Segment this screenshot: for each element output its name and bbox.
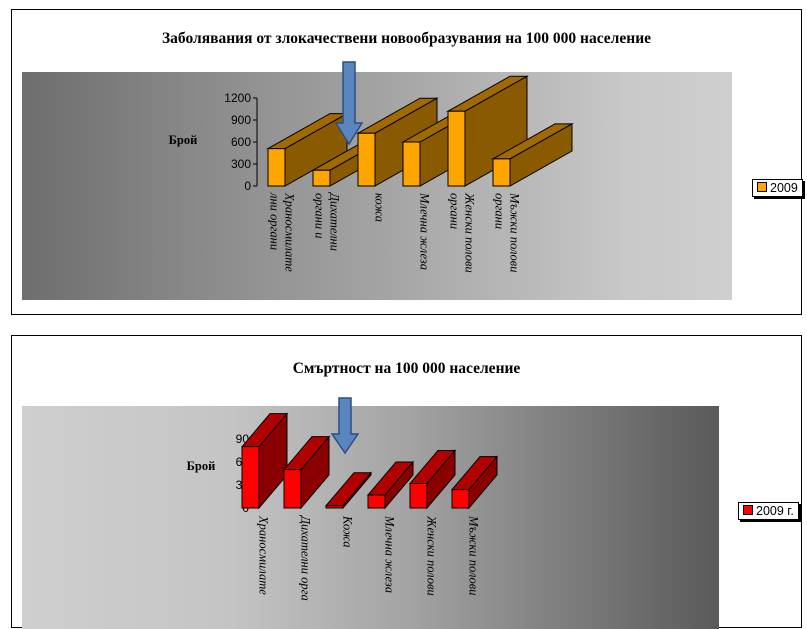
x-tick-label: Млечна жлеза	[383, 515, 397, 593]
bar	[450, 455, 499, 510]
incidence-chart-panel: Заболявания от злокачествени новообразув…	[11, 9, 803, 315]
bar	[282, 435, 331, 510]
x-tick-label: Дихателни	[328, 192, 342, 251]
x-tick-label: Женски полови	[425, 515, 439, 596]
legend-swatch	[757, 182, 767, 192]
down-arrow-icon	[330, 397, 360, 455]
legend-swatch	[743, 505, 753, 515]
x-tick-label: Женски полови	[463, 192, 477, 273]
legend-label: 2009	[770, 181, 798, 195]
x-tick-label: Мъжки полови	[467, 515, 481, 595]
x-tick-label: органи	[493, 193, 507, 229]
x-tick-label: Дихателни орга	[299, 515, 313, 601]
legend: 2009	[752, 179, 803, 197]
x-tick-label: Мъжки полови	[508, 192, 522, 272]
bar-front	[312, 169, 331, 187]
x-tick-label: кожа	[373, 193, 387, 222]
x-tick-label: Кожа	[341, 515, 355, 547]
x-tick-label: Храносмилате	[283, 192, 297, 272]
plot-area	[22, 406, 719, 629]
mortality-chart-panel: Смъртност на 100 000 население 0306090Бр…	[11, 335, 802, 629]
bar	[366, 460, 415, 510]
chart-title: Смъртност на 100 000 население	[292, 360, 521, 377]
y-tick-label: 600	[231, 135, 251, 149]
y-tick-label: 0	[244, 179, 251, 193]
x-tick-label: Млечна жлеза	[418, 192, 432, 270]
bar-front	[447, 110, 466, 187]
x-tick-label: Храносмилате	[257, 515, 271, 595]
bar-front	[492, 158, 511, 187]
bar-front	[409, 482, 428, 509]
y-axis-label: Брой	[169, 133, 198, 147]
down-arrow-icon	[334, 61, 364, 146]
y-tick-label: 900	[231, 113, 251, 127]
bar	[324, 471, 373, 510]
bar	[240, 412, 289, 510]
bar	[408, 449, 457, 510]
x-tick-label: органи и	[313, 193, 327, 238]
x-tick-label: органи	[448, 193, 462, 229]
bar	[266, 112, 349, 187]
y-tick-label: 300	[231, 157, 251, 171]
mortality-bar-chart: 0306090БройХраносмилатеДихателни оргаКож…	[187, 397, 499, 601]
legend-label: 2009 г.	[756, 504, 794, 518]
chart-title: Заболявания от злокачествени новообразув…	[162, 30, 651, 47]
bar-front	[325, 505, 344, 509]
bar-front	[367, 494, 386, 509]
x-tick-label: лни органи	[268, 192, 282, 250]
bar-front	[402, 141, 421, 187]
y-tick-label: 1200	[224, 91, 251, 105]
bar-front	[267, 148, 286, 187]
bar	[491, 123, 574, 187]
plot-area	[22, 72, 732, 300]
bar-front	[451, 489, 470, 509]
bar-front	[357, 132, 376, 187]
bar-front	[283, 469, 302, 509]
bar-front	[241, 446, 260, 509]
legend: 2009 г.	[738, 502, 799, 520]
y-axis-label: Брой	[187, 459, 216, 473]
